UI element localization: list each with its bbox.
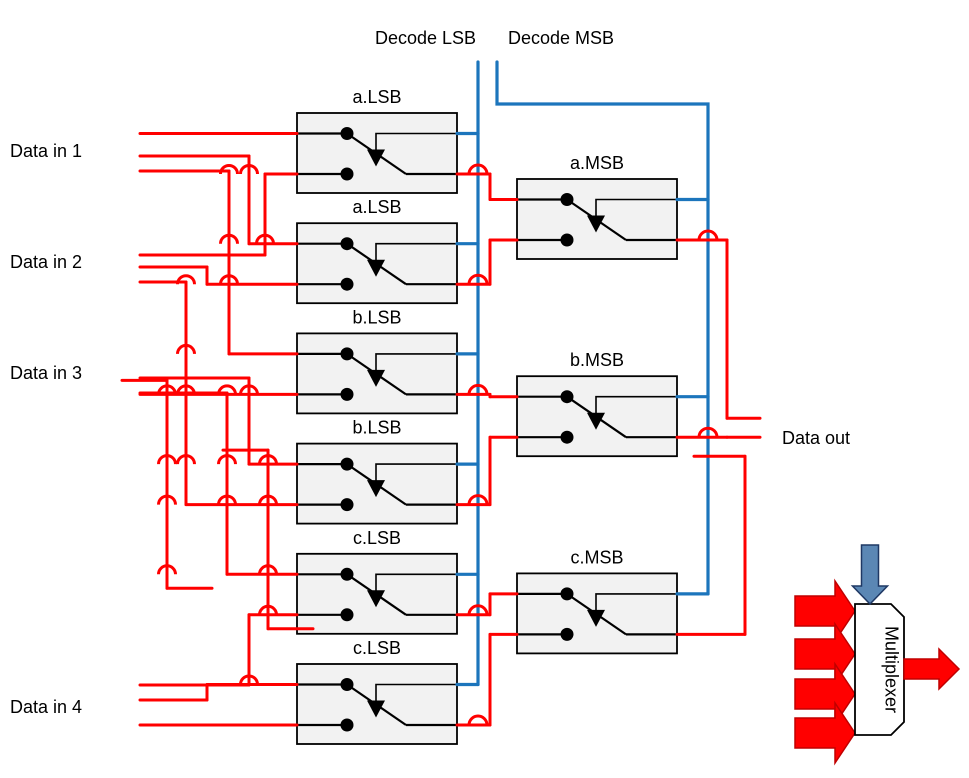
svg-text:Data in 3: Data in 3 bbox=[10, 363, 82, 383]
svg-text:c.LSB: c.LSB bbox=[353, 528, 401, 548]
svg-text:b.MSB: b.MSB bbox=[570, 350, 624, 370]
svg-text:b.LSB: b.LSB bbox=[352, 307, 401, 327]
svg-text:b.LSB: b.LSB bbox=[352, 418, 401, 438]
svg-text:c.LSB: c.LSB bbox=[353, 638, 401, 658]
svg-text:a.LSB: a.LSB bbox=[352, 87, 401, 107]
svg-text:Data in 4: Data in 4 bbox=[10, 697, 82, 717]
svg-text:Decode MSB: Decode MSB bbox=[508, 28, 614, 48]
svg-text:c.MSB: c.MSB bbox=[570, 547, 623, 567]
svg-text:Data in 1: Data in 1 bbox=[10, 141, 82, 161]
svg-text:Multiplexer: Multiplexer bbox=[882, 626, 902, 713]
svg-text:Data out: Data out bbox=[782, 428, 850, 448]
svg-text:Decode LSB: Decode LSB bbox=[375, 28, 476, 48]
svg-text:Data in 2: Data in 2 bbox=[10, 252, 82, 272]
svg-text:a.LSB: a.LSB bbox=[352, 197, 401, 217]
svg-text:a.MSB: a.MSB bbox=[570, 153, 624, 173]
